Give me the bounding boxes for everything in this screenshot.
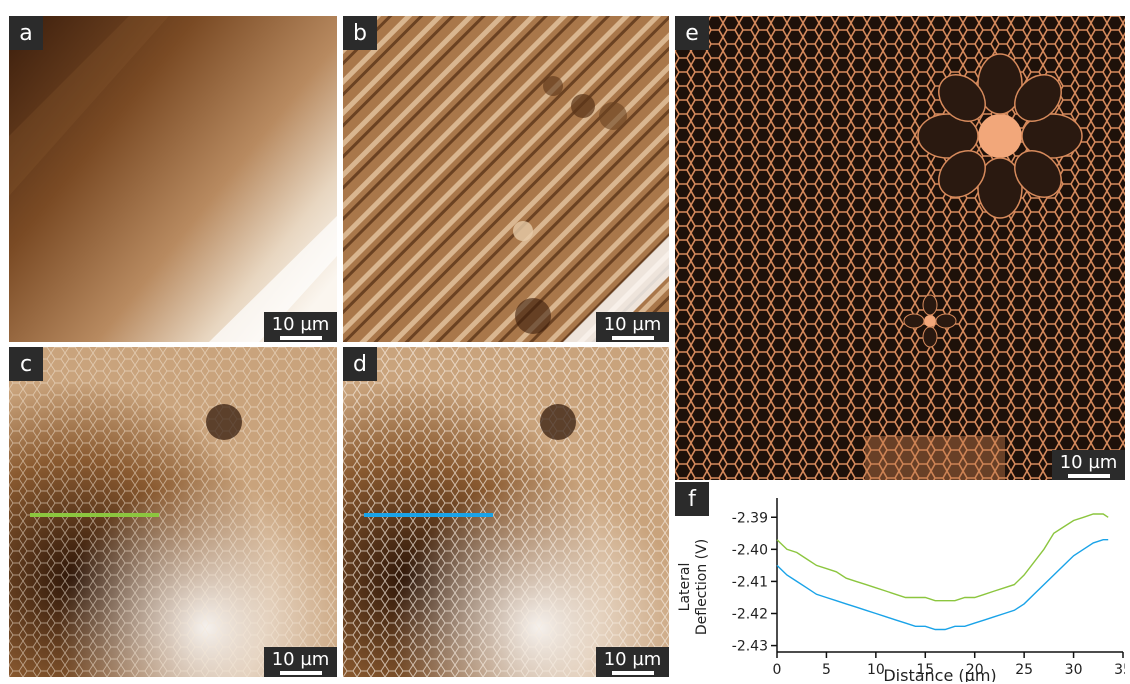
x-tick-label: 5 [822, 662, 831, 678]
y-tick-label: -2.41 [732, 574, 768, 590]
series-line-1 [776, 513, 1109, 602]
y-axis-label-line-2: Deflection (V) [694, 539, 710, 635]
chart-axes: -2.39 -2.40 -2.41 -2.42 -2.43 0 5 10 15 20 25 30 35 [732, 498, 1125, 678]
panel-a-image [9, 16, 337, 342]
panel-e-label: e [675, 16, 709, 50]
flower-cluster-small [903, 294, 957, 348]
x-tick-label: 25 [1015, 662, 1033, 678]
x-tick-label: 30 [1065, 662, 1083, 678]
panel-c-scalebar-text: 10 µm [271, 649, 330, 670]
y-tick-label: -2.39 [732, 510, 768, 526]
x-axis-label: Distance (µm) [883, 666, 996, 682]
panel-a-label: a [9, 16, 43, 50]
x-tick-label: 10 [867, 662, 885, 678]
y-tick-label: -2.40 [732, 542, 768, 558]
panel-c-scalebar: 10 µm [264, 647, 337, 677]
panel-b-label: b [343, 16, 377, 50]
panel-c-label: c [9, 347, 43, 381]
panel-c-image [9, 347, 337, 677]
panel-b-image [343, 16, 669, 342]
y-tick-label: -2.43 [732, 639, 768, 655]
panel-b-scalebar-text: 10 µm [603, 314, 662, 335]
panel-a-scalebar: 10 µm [264, 312, 337, 342]
panel-e-scalebar: 10 µm [1052, 450, 1125, 480]
panel-d-scalebar: 10 µm [596, 647, 669, 677]
panel-d-image [343, 347, 669, 677]
flower-cluster-large [917, 53, 1083, 219]
panel-f-label: f [675, 482, 709, 516]
panel-d-scalebar-text: 10 µm [603, 649, 662, 670]
lateral-deflection-chart: -2.39-2.40-2.41-2.42-2.4305101520253035 … [677, 498, 1125, 682]
y-axis-label-line-1: Lateral [677, 563, 693, 612]
panel-b-scalebar: 10 µm [596, 312, 669, 342]
series-line-2 [776, 539, 1109, 631]
x-tick-label: 0 [773, 662, 782, 678]
panel-e-image [675, 16, 1125, 480]
chart-plot-area [776, 513, 1109, 631]
x-tick-label: 15 [916, 662, 934, 678]
panel-e-scalebar-text: 10 µm [1059, 452, 1118, 473]
panel-d-label: d [343, 347, 377, 381]
panel-a-scalebar-text: 10 µm [271, 314, 330, 335]
x-tick-label: 35 [1114, 662, 1125, 678]
x-tick-label: 20 [966, 662, 984, 678]
y-tick-label: -2.42 [732, 607, 768, 623]
